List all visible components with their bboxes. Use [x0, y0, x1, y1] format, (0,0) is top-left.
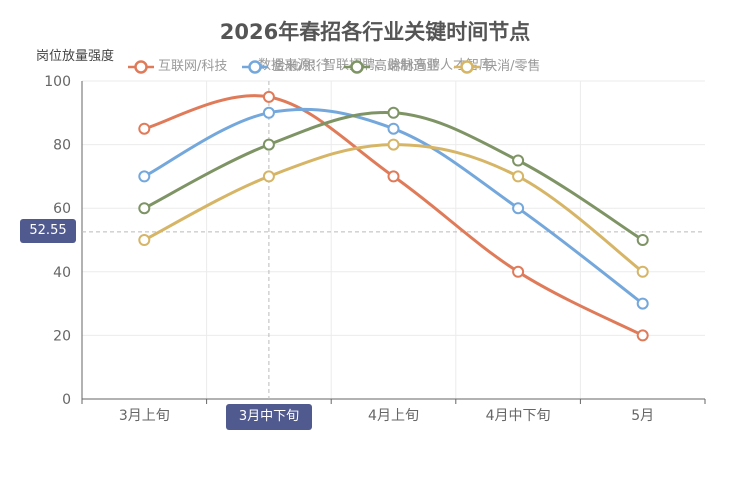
legend-item-manufacturing[interactable]: 高端制造业 — [343, 55, 439, 74]
data-point — [138, 122, 151, 135]
legend-label: 金融/银行 — [272, 59, 329, 74]
data-point — [512, 202, 525, 215]
x-tick-label: 3月上旬 — [119, 408, 170, 424]
legend-item-fmcg[interactable]: 快消/零售 — [454, 55, 540, 74]
data-point — [387, 138, 400, 151]
data-point — [138, 234, 151, 246]
legend-label: 高端制造业 — [373, 59, 439, 74]
series-group — [138, 106, 649, 246]
x-tick-label: 4月上旬 — [368, 408, 419, 424]
series-group — [138, 138, 649, 278]
data-point — [636, 297, 649, 310]
legend-marker-icon — [454, 59, 481, 74]
x-tick-label: 4月中下旬 — [486, 408, 551, 424]
data-point — [512, 154, 525, 167]
axis-pointer-y-label: 52.55 — [20, 219, 76, 243]
y-tick-label: 20 — [53, 328, 71, 344]
data-point — [262, 138, 275, 151]
data-point — [512, 265, 525, 278]
chart-subtitle: 数据来源：智联招聘、脉脉高聘人才智库 — [257, 58, 492, 73]
data-point — [262, 106, 275, 119]
legend-label: 快消/零售 — [484, 59, 541, 74]
y-tick-label: 100 — [44, 74, 71, 90]
series-group — [138, 90, 649, 342]
series-group — [138, 106, 649, 310]
data-point — [512, 170, 525, 183]
data-point — [138, 170, 151, 183]
data-point — [387, 106, 400, 119]
grid-layer — [82, 80, 705, 399]
y-tick-label: 60 — [53, 201, 71, 217]
chart-title: 2026年春招各行业关键时间节点 — [219, 20, 531, 44]
data-point — [262, 90, 275, 103]
legend-item-internet[interactable]: 互联网/科技 — [128, 55, 227, 74]
series-line — [143, 107, 644, 305]
data-point — [387, 170, 400, 183]
y-axis-label: 岗位放量强度 — [36, 49, 115, 64]
x-tick-label: 5月 — [631, 408, 654, 424]
legend-marker-icon — [128, 59, 154, 74]
series-layer — [138, 90, 649, 342]
y-tick-label: 0 — [62, 392, 71, 408]
data-point — [636, 329, 649, 342]
y-tick-label: 40 — [53, 265, 71, 281]
legend-label: 互联网/科技 — [158, 59, 228, 74]
data-point — [636, 234, 649, 246]
data-point — [636, 265, 649, 278]
legend: 互联网/科技 金融/银行 高端制造业 快消/零售 — [128, 54, 550, 74]
legend-marker-icon — [343, 59, 370, 74]
legend-marker-icon — [242, 59, 269, 74]
data-point — [138, 202, 151, 215]
data-point — [387, 122, 400, 135]
axis-pointer-layer — [82, 81, 705, 399]
y-tick-label: 80 — [53, 138, 71, 154]
data-point — [262, 170, 275, 183]
legend-item-finance[interactable]: 金融/银行 — [242, 55, 329, 74]
axis-pointer-x-label: 3月中下旬 — [226, 404, 312, 430]
